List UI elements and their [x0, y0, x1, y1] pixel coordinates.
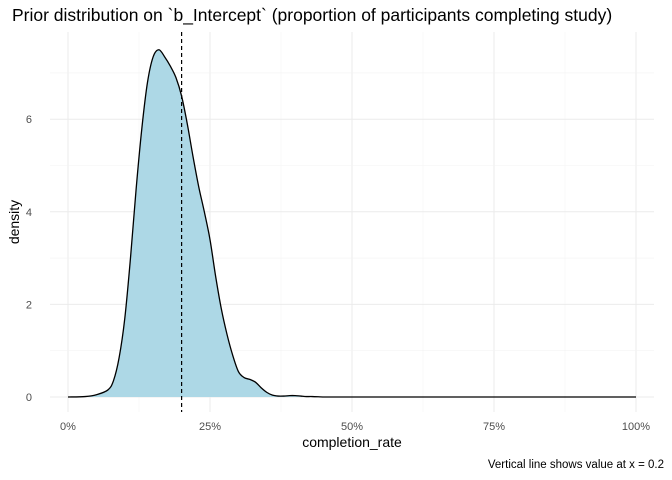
- y-axis-title: density: [6, 200, 22, 244]
- y-axis-ticks: 0 2 4 6: [26, 114, 32, 404]
- density-line: [67, 49, 636, 398]
- x-tick-label: 25%: [199, 421, 221, 433]
- chart-caption: Vertical line shows value at x = 0.2: [488, 459, 664, 471]
- x-tick-label: 100%: [622, 421, 650, 433]
- y-tick-label: 6: [26, 114, 32, 126]
- x-tick-label: 0%: [60, 421, 76, 433]
- y-tick-label: 4: [26, 207, 32, 219]
- x-tick-label: 75%: [483, 421, 505, 433]
- density-area: [68, 49, 636, 397]
- x-tick-label: 50%: [341, 421, 363, 433]
- x-axis-ticks: 0% 25% 50% 75% 100%: [60, 421, 650, 433]
- y-tick-label: 2: [26, 299, 32, 311]
- chart-title: Prior distribution on `b_Intercept` (pro…: [12, 5, 612, 26]
- x-axis-title: completion_rate: [302, 434, 402, 450]
- y-tick-label: 0: [26, 392, 32, 404]
